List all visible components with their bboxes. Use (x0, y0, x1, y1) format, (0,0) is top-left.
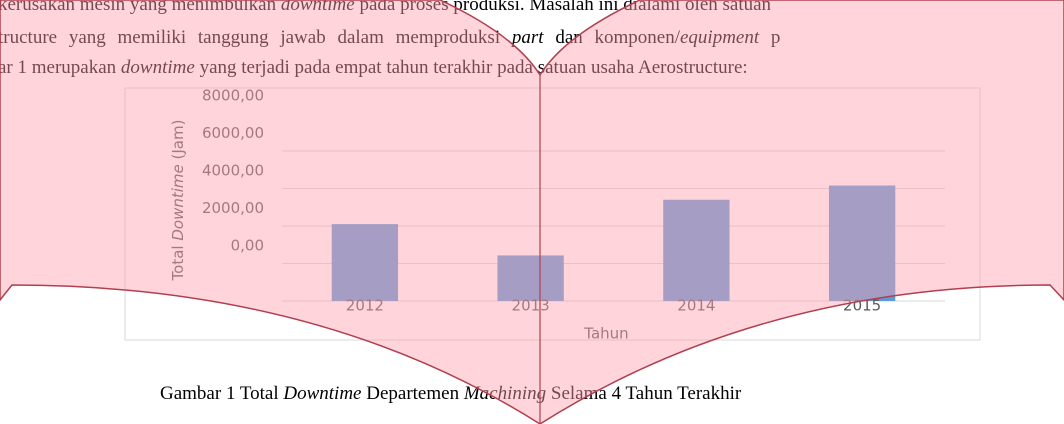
y-axis-title: Total Downtime (Jam) (169, 120, 187, 282)
chart: 0,00 2000,00 4000,00 6000,00 8000,00 2012 2013… (0, 0, 1064, 424)
text-run: Selama 4 Tahun Terakhir (546, 383, 741, 404)
text-run: Machining (464, 383, 546, 404)
text-run: Downtime (283, 383, 361, 404)
text-run: Total (169, 241, 187, 282)
y-tick-label: 0,00 (231, 237, 264, 255)
y-tick-label: 8000,00 (202, 87, 264, 105)
text-run: Downtime (169, 164, 187, 240)
y-tick-label: 4000,00 (202, 162, 264, 180)
figure-caption: Gambar 1 Total Downtime Departemen Machi… (160, 383, 741, 405)
text-run: (Jam) (169, 120, 187, 165)
text-run: Departemen (361, 383, 463, 404)
x-axis-title: Tahun (583, 325, 628, 343)
bar (663, 200, 729, 301)
x-tick-label: 2015 (843, 297, 881, 315)
x-tick-label: 2014 (677, 297, 715, 315)
x-tick-label: 2012 (346, 297, 384, 315)
y-tick-label: 6000,00 (202, 124, 264, 142)
text-run: Gambar 1 Total (160, 383, 283, 404)
bar (332, 224, 398, 301)
document-page: kerusakan mesin yang menimbulkan downtim… (0, 0, 1064, 424)
bar (829, 186, 895, 302)
y-tick-label: 2000,00 (202, 199, 264, 217)
x-tick-label: 2013 (512, 297, 550, 315)
bar (497, 255, 563, 301)
